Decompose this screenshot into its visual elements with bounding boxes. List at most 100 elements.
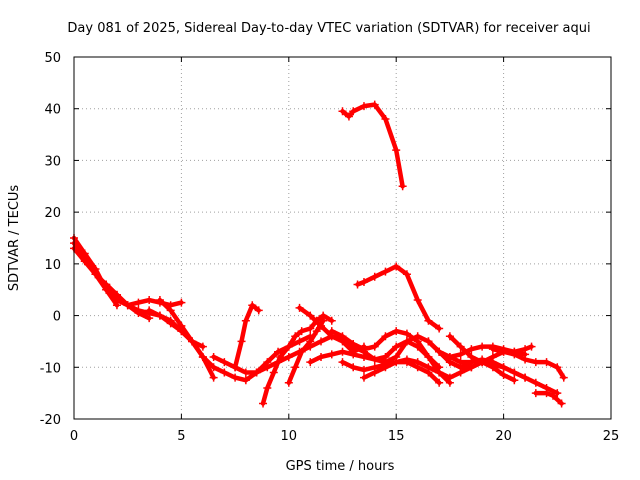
x-tick-label: 5 [177, 429, 185, 444]
data-point-marker [370, 272, 379, 281]
data-point-marker [402, 337, 411, 346]
series-arc-23 [531, 389, 566, 408]
data-point-marker [317, 321, 326, 330]
data-point-marker [413, 337, 422, 346]
data-point-marker [327, 327, 336, 336]
series-arc-22 [488, 342, 536, 356]
plot-frame [73, 56, 612, 420]
data-point-marker [392, 342, 401, 351]
data-point-marker [284, 342, 293, 351]
data-point-marker [531, 378, 540, 387]
data-point-marker [435, 347, 444, 356]
data-point-marker [284, 352, 293, 361]
data-point-marker [381, 115, 390, 124]
data-point-marker [166, 306, 175, 315]
data-point-marker [456, 342, 465, 351]
data-point-marker [188, 337, 197, 346]
y-axis-title: SDTVAR / TECUs [7, 185, 22, 292]
data-point-marker [381, 332, 390, 341]
x-tick-label: 0 [70, 429, 78, 444]
data-point-marker [319, 316, 328, 325]
series-line [71, 240, 184, 308]
data-point-marker [241, 376, 250, 385]
data-point-marker [248, 301, 257, 310]
data-point-marker [80, 254, 89, 263]
data-point-marker [424, 352, 433, 361]
data-point-marker [467, 345, 476, 354]
x-axis: 0 5 10 15 20 25 [70, 57, 619, 444]
data-point-marker [327, 350, 336, 359]
y-tick-label: -20 [40, 413, 61, 428]
data-point-marker [177, 321, 186, 330]
data-point-marker [499, 363, 508, 372]
data-point-marker [381, 352, 390, 361]
data-point-marker [198, 352, 207, 361]
y-tick-label: 40 [44, 103, 61, 118]
data-point-marker [102, 280, 111, 289]
y-axis: -20 -10 0 10 20 30 40 50 [40, 51, 611, 428]
data-point-marker [499, 347, 508, 356]
data-point-marker [198, 342, 207, 351]
data-point-marker [510, 376, 519, 385]
series-arc-12 [306, 337, 444, 372]
series-arc-3 [70, 239, 186, 310]
y-tick-label: 0 [53, 310, 61, 325]
data-point-marker [381, 363, 390, 372]
data-point-marker [499, 371, 508, 380]
data-point-marker [553, 389, 562, 398]
data-point-marker [155, 311, 164, 320]
data-point-marker [338, 358, 347, 367]
x-tick-label: 25 [603, 429, 620, 444]
series-arc-10 [284, 316, 328, 387]
data-point-marker [531, 358, 540, 367]
data-point-marker [209, 352, 218, 361]
x-tick-label: 10 [281, 429, 298, 444]
data-point-marker [435, 324, 444, 333]
data-point-marker [557, 399, 566, 408]
data-point-marker [349, 340, 358, 349]
data-point-marker [353, 280, 362, 289]
data-point-marker [488, 363, 497, 372]
series-arc-8 [231, 301, 263, 372]
data-point-marker [445, 373, 454, 382]
data-point-marker [349, 363, 358, 372]
data-point-marker [521, 373, 530, 382]
data-point-marker [370, 355, 379, 364]
data-point-marker [445, 332, 454, 341]
data-point-marker [177, 298, 186, 307]
series-line [533, 390, 564, 406]
data-point-marker [402, 355, 411, 364]
data-point-marker [145, 314, 154, 323]
data-point-marker [231, 363, 240, 372]
series-line [286, 318, 326, 386]
series-line [232, 302, 261, 370]
data-point-marker [317, 337, 326, 346]
data-point-marker [284, 378, 293, 387]
data-point-marker [392, 327, 401, 336]
y-tick-label: -10 [40, 361, 61, 376]
data-point-marker [209, 373, 218, 382]
series-arc-4 [102, 280, 154, 323]
data-point-marker [252, 368, 261, 377]
data-point-marker [297, 327, 306, 336]
data-point-marker [392, 146, 401, 155]
data-point-marker [478, 342, 487, 351]
data-point-marker [510, 368, 519, 377]
data-point-marker [306, 337, 315, 346]
series-arc-20 [445, 352, 562, 398]
data-point-marker [220, 358, 229, 367]
data-point-marker [297, 347, 306, 356]
data-point-marker [413, 296, 422, 305]
data-point-marker [359, 352, 368, 361]
data-point-marker [91, 270, 100, 279]
data-point-marker [402, 329, 411, 338]
data-point-marker [435, 378, 444, 387]
data-point-marker [370, 100, 379, 109]
data-point-marker [359, 102, 368, 111]
data-point-marker [549, 391, 558, 400]
x-axis-title: GPS time / hours [286, 459, 395, 474]
data-point-marker [338, 107, 347, 116]
series-arc-5 [145, 306, 207, 351]
y-tick-label: 50 [44, 51, 61, 66]
